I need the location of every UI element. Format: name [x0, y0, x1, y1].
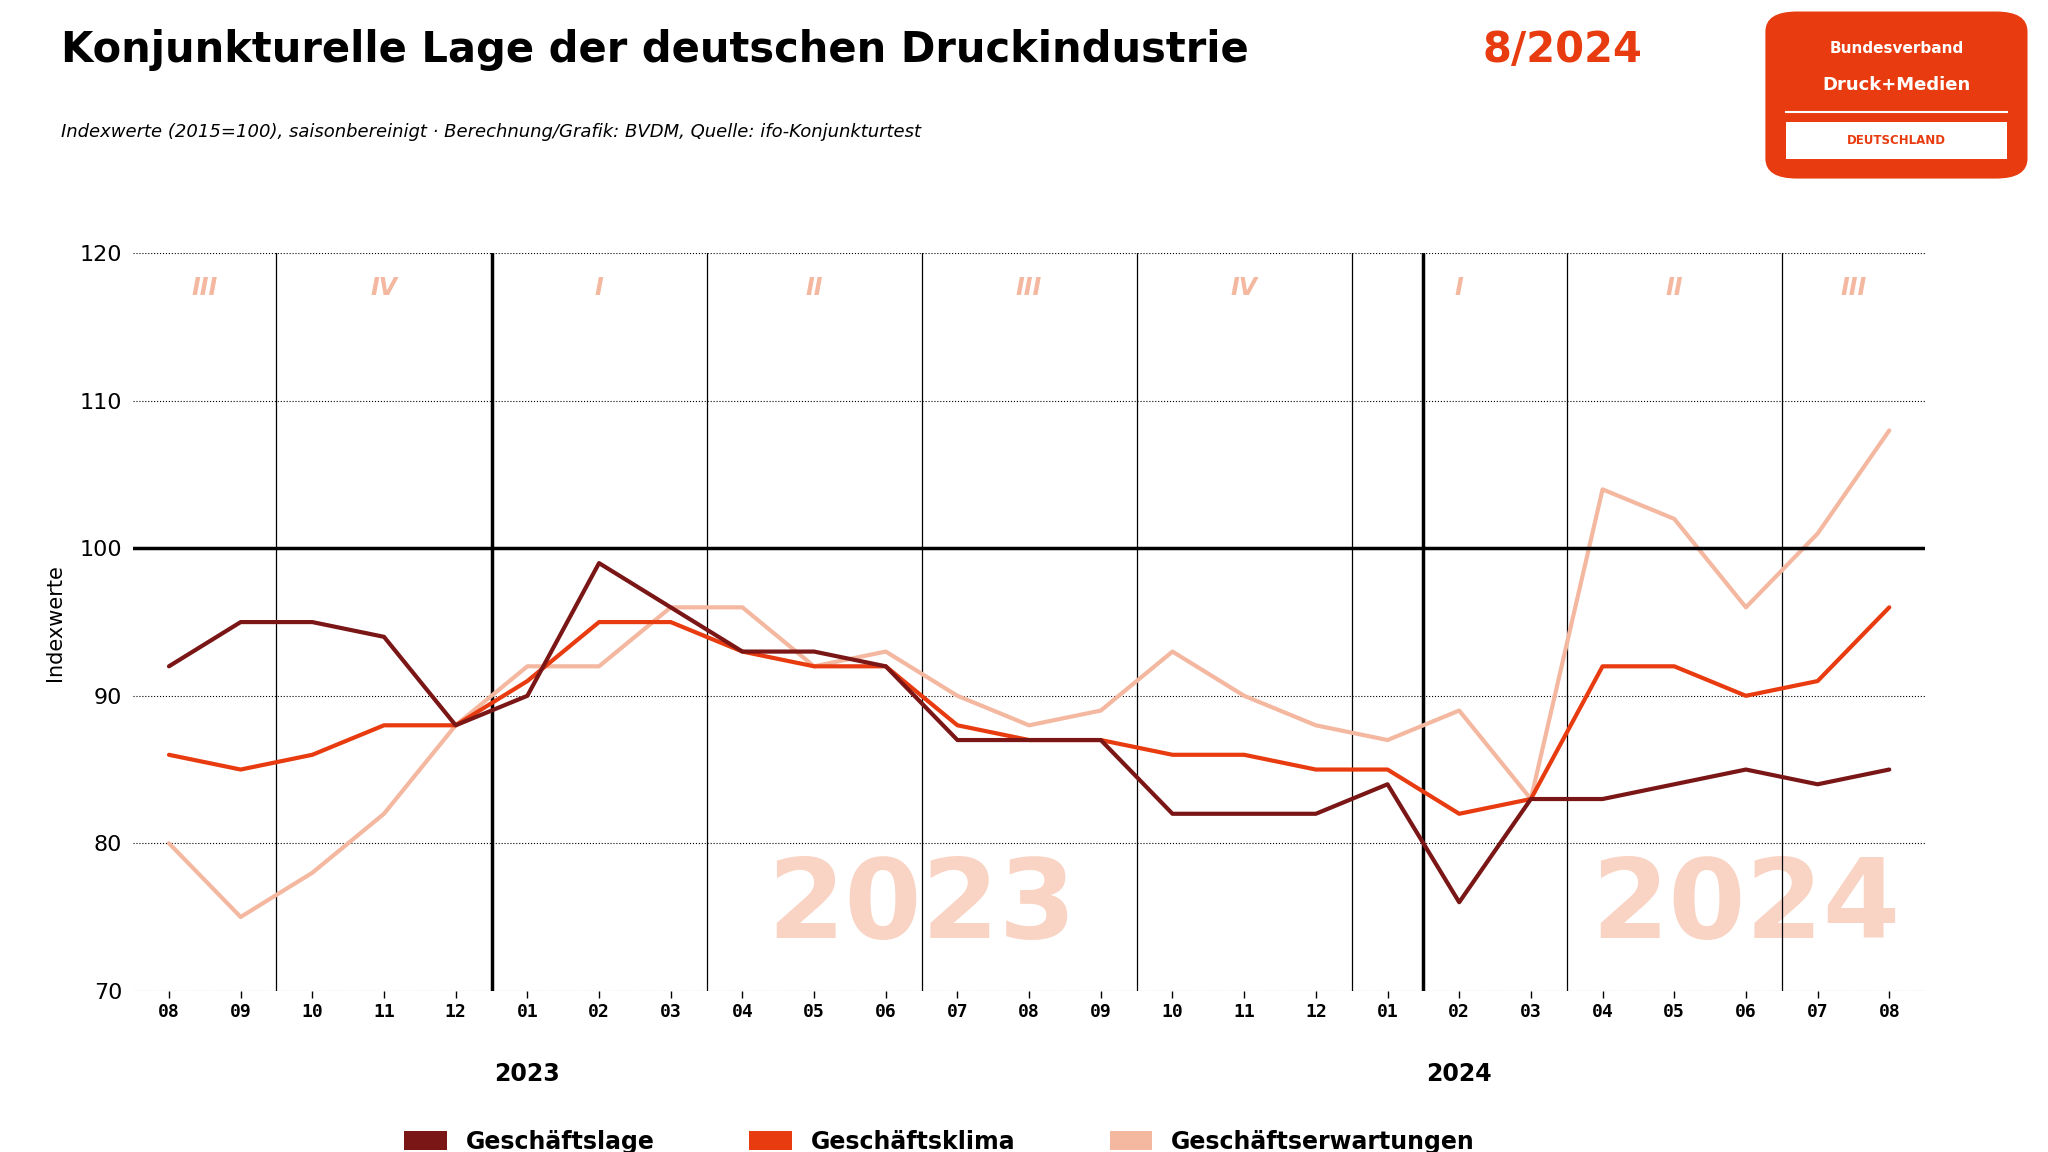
Text: 2023: 2023 [768, 855, 1075, 961]
Text: IV: IV [1231, 275, 1257, 300]
Text: 2023: 2023 [494, 1062, 561, 1086]
Text: I: I [594, 275, 604, 300]
Text: III: III [1016, 275, 1042, 300]
Text: 8/2024: 8/2024 [1483, 29, 1642, 70]
Text: Druck+Medien: Druck+Medien [1823, 76, 1970, 94]
Text: 2024: 2024 [1591, 855, 1901, 961]
Text: II: II [805, 275, 823, 300]
FancyBboxPatch shape [1765, 12, 2028, 179]
Text: Konjunkturelle Lage der deutschen Druckindustrie: Konjunkturelle Lage der deutschen Drucki… [61, 29, 1264, 70]
Text: IV: IV [371, 275, 397, 300]
Text: III: III [1841, 275, 1866, 300]
FancyBboxPatch shape [1786, 122, 2007, 159]
Text: Indexwerte (2015=100), saisonbereinigt · Berechnung/Grafik: BVDM, Quelle: ifo-Ko: Indexwerte (2015=100), saisonbereinigt ·… [61, 123, 922, 142]
Text: 2024: 2024 [1425, 1062, 1493, 1086]
Text: I: I [1454, 275, 1464, 300]
Y-axis label: Indexwerte: Indexwerte [45, 563, 66, 681]
Text: III: III [193, 275, 217, 300]
Legend: Geschäftslage, Geschäftsklima, Geschäftserwartungen: Geschäftslage, Geschäftsklima, Geschäfts… [395, 1121, 1485, 1152]
Text: II: II [1665, 275, 1683, 300]
Text: Bundesverband: Bundesverband [1829, 40, 1964, 55]
Text: DEUTSCHLAND: DEUTSCHLAND [1847, 134, 1946, 146]
